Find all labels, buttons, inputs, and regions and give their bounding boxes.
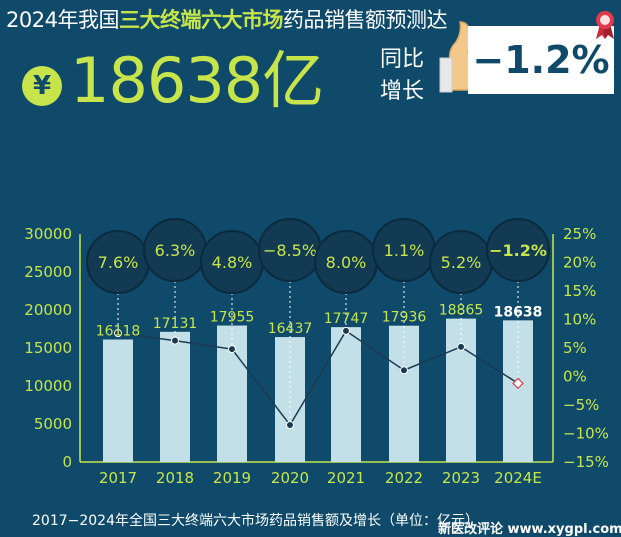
yoy-label: 同比增长 [380,47,425,104]
growth-point [400,366,408,375]
bar-value-label: 18638 [494,304,543,320]
growth-point [512,377,524,390]
x-tick-label: 2020 [271,469,309,487]
total-sales-value: 18638亿 [70,44,324,117]
growth-label: 5.2% [441,253,482,272]
yoy-card: −1.2% [468,26,614,94]
growth-point [171,336,179,345]
headline-prefix: 2024年我国 [6,8,119,32]
right-axis-tick-label: 0% [563,368,587,386]
growth-label: 7.6% [98,253,139,272]
growth-line [117,329,519,427]
growth-label: 4.8% [212,253,253,272]
x-tick-label: 2024E [494,469,542,487]
bar-value-label: 16118 [96,324,141,340]
right-axis-tick-label: −5% [563,396,599,414]
bar-2017 [103,339,133,462]
growth-label: −1.2% [489,241,547,260]
right-axis-tick-label: 25% [563,225,596,243]
bar-2021 [331,327,361,462]
growth-point [114,329,122,338]
ribbon-icon [596,11,614,39]
bar-value-label: 18865 [439,303,484,319]
bar-2018 [160,331,190,462]
x-tick-label: 2018 [156,469,194,487]
headline: 2024年我国三大终端六大市场药品销售额预测达 [6,4,447,34]
growth-point [342,326,350,335]
right-axis-tick-label: −15% [563,453,609,471]
left-axis-tick-label: 10000 [24,377,72,395]
growth-bubble [486,218,550,282]
growth-label: 6.3% [155,241,196,260]
growth-point [228,345,236,354]
x-tick-label: 2021 [327,469,365,487]
bar-value-label: 17955 [210,310,255,326]
right-axis-tick-label: 10% [563,311,596,329]
x-tick-label: 2023 [442,469,480,487]
growth-label: 8.0% [326,253,367,272]
bar-value-label: 16437 [268,321,313,337]
growth-label: −8.5% [263,241,317,260]
x-tick-label: 2019 [213,469,251,487]
right-axis-tick-label: 20% [563,254,596,272]
left-axis-tick-label: 0 [62,453,72,471]
bar-2022 [389,325,419,462]
watermark: 新医改评论 www.xygpl.com [438,522,621,537]
headline-highlight: 三大终端六大市场 [118,8,284,32]
left-axis-tick-label: 5000 [34,415,72,433]
x-tick-label: 2022 [385,469,423,487]
growth-point [286,420,294,429]
right-axis-tick-label: −10% [563,425,609,443]
bar-2023 [446,318,476,462]
left-axis-tick-label: 30000 [24,225,72,243]
right-axis-tick-label: 15% [563,282,596,300]
bar-value-label: 17131 [153,316,198,332]
yoy-value: −1.2% [472,38,610,82]
bar-2020 [275,337,305,462]
bar-2024E [503,320,533,462]
left-axis-tick-label: 25000 [24,263,72,281]
left-axis-tick-label: 20000 [24,301,72,319]
right-axis-tick-label: 5% [563,339,587,357]
bar-value-label: 17747 [324,311,369,327]
yen-icon: ¥ [22,66,62,106]
x-tick-label: 2017 [99,469,137,487]
chart-caption: 2017−2024年全国三大终端六大市场药品销售额及增长（单位：亿元） [32,513,479,529]
left-axis-tick-label: 15000 [24,339,72,357]
growth-point [457,342,465,351]
bar-value-label: 17936 [382,310,427,326]
headline-suffix: 药品销售额预测达 [282,8,448,32]
growth-label: 1.1% [384,241,425,260]
